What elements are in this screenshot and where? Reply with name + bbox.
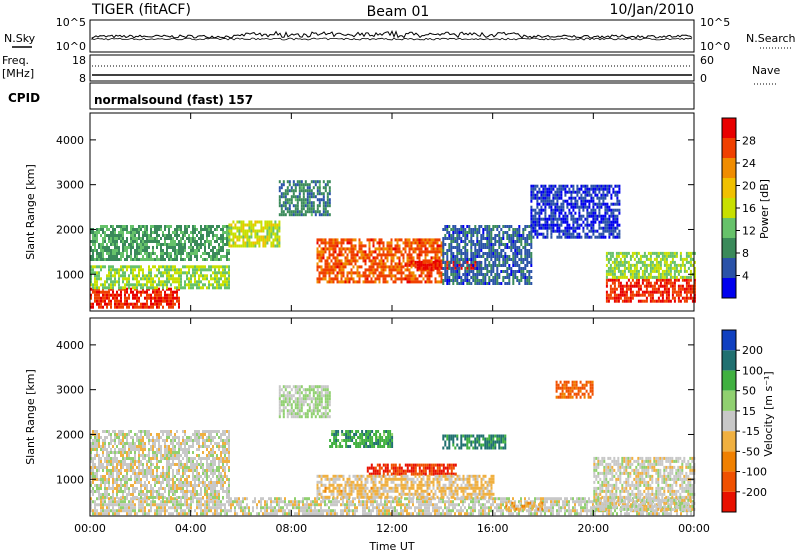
- power-colorbar-tick-label: 12: [742, 225, 756, 238]
- velocity-region-3: [329, 430, 394, 448]
- noise-search-trace: [91, 37, 693, 41]
- power-region-8: [530, 184, 621, 239]
- velocity-colorbar-swatch: [722, 431, 736, 452]
- noise-left-label: N.Sky: [4, 32, 36, 45]
- x-tick-label: 16:00: [477, 522, 509, 535]
- power-colorbar-tick-label: 16: [742, 202, 756, 215]
- noise-tick-right-bottom: 10^0: [700, 40, 730, 53]
- cpid-label: CPID: [8, 91, 40, 105]
- power-ytick-label: 3000: [56, 179, 84, 192]
- freq-label: Freq.: [2, 54, 29, 67]
- velocity-colorbar-swatch: [722, 410, 736, 432]
- velocity-colorbar-swatch: [722, 491, 736, 512]
- noise-right-label: N.Search: [746, 32, 796, 45]
- x-tick-label: 04:00: [175, 522, 207, 535]
- velocity-ytick-label: 1000: [56, 473, 84, 486]
- x-tick-label: 20:00: [577, 522, 609, 535]
- velocity-region-6: [442, 434, 507, 450]
- velocity-region-5: [316, 474, 495, 499]
- velocity-ytick-label: 2000: [56, 428, 84, 441]
- power-region-9: [605, 278, 696, 303]
- power-region-7: [442, 225, 533, 285]
- x-axis-label: Time UT: [368, 540, 414, 553]
- velocity-colorbar-swatch: [722, 370, 736, 391]
- power-region-2: [90, 225, 230, 261]
- nave-tick-bottom: 0: [700, 72, 707, 85]
- velocity-colorbar-label: Velocity [m s⁻¹]: [762, 371, 775, 456]
- velocity-ytick-label: 4000: [56, 339, 84, 352]
- power-region-3: [228, 220, 281, 248]
- velocity-region-9: [555, 380, 594, 399]
- power-colorbar-swatch: [722, 278, 736, 298]
- velocity-colorbar-tick-label: -100: [742, 466, 767, 479]
- power-ytick-label: 4000: [56, 134, 84, 147]
- velocity-colorbar-frame: [721, 329, 737, 513]
- freq-unit-label: [MHz]: [2, 67, 34, 80]
- noise-tick-left-top: 10^5: [56, 16, 86, 29]
- power-ylabel: Slant Range [km]: [24, 164, 37, 260]
- power-colorbar-swatch: [722, 218, 736, 238]
- x-tick-label: 00:00: [74, 522, 106, 535]
- velocity-colorbar-tick-label: 15: [742, 405, 756, 418]
- power-colorbar-swatch: [722, 198, 736, 218]
- date-title: 10/Jan/2010: [610, 2, 694, 18]
- velocity-region-7: [505, 501, 544, 511]
- power-region-0: [90, 287, 180, 309]
- x-tick-label: 00:00: [678, 522, 710, 535]
- velocity-colorbar-swatch: [722, 350, 736, 371]
- power-colorbar-tick-label: 4: [742, 270, 749, 283]
- velocity-colorbar-swatch: [722, 451, 736, 472]
- velocity-colorbar-swatch: [722, 330, 736, 351]
- power-colorbar-swatch: [722, 178, 736, 198]
- nave-label: Nave: [752, 64, 780, 77]
- power-ytick-label: 2000: [56, 223, 84, 236]
- velocity-panel: 00:00 04:00 08:00 12:00 16:00 20:00 00:00 1000 2…: [24, 317, 775, 535]
- velocity-region-1: [90, 430, 230, 499]
- noise-tick-left-bottom: 10^0: [56, 40, 86, 53]
- power-region-5: [316, 238, 443, 284]
- velocity-colorbar-tick-label: -15: [742, 425, 760, 438]
- velocity-colorbar-tick-label: 50: [742, 385, 756, 398]
- nave-tick-top: 60: [700, 54, 714, 67]
- power-colorbar-tick-label: 8: [742, 247, 749, 260]
- velocity-region-4: [366, 463, 457, 476]
- power-colorbar-swatch: [722, 238, 736, 258]
- power-colorbar-tick-label: 28: [742, 135, 756, 148]
- power-colorbar-label: Power [dB]: [758, 179, 771, 239]
- power-colorbar-tick-label: 20: [742, 180, 756, 193]
- radar-title: TIGER (fitACF): [91, 2, 191, 18]
- x-tick-label: 08:00: [275, 522, 307, 535]
- velocity-colorbar-tick-label: -50: [742, 445, 760, 458]
- noise-panel-frame: [89, 19, 695, 53]
- power-region-1: [90, 265, 230, 290]
- velocity-colorbar-tick-label: 200: [742, 344, 763, 357]
- x-tick-label: 12:00: [376, 522, 408, 535]
- velocity-region-2: [278, 385, 331, 419]
- velocity-colorbar-swatch: [722, 390, 736, 411]
- noise-tick-right-top: 10^5: [700, 16, 730, 29]
- power-region-4: [278, 180, 331, 217]
- power-colorbar-swatch: [722, 158, 736, 178]
- power-region-10: [605, 251, 696, 279]
- velocity-colorbar-tick-label: 100: [742, 364, 763, 377]
- velocity-region-8: [593, 456, 696, 511]
- power-colorbar-swatch: [722, 118, 736, 138]
- power-ytick-label: 1000: [56, 268, 84, 281]
- cpid-panel-frame: [89, 82, 695, 110]
- power-panel: 1000 2000 3000 4000 Slant Range [km] 4 8 12 16…: [24, 112, 771, 312]
- noise-sky-trace: [91, 30, 693, 39]
- beam-title: Beam 01: [367, 4, 430, 20]
- velocity-ylabel: Slant Range [km]: [24, 369, 37, 465]
- power-colorbar-swatch: [722, 138, 736, 158]
- velocity-ytick-label: 3000: [56, 384, 84, 397]
- freq-panel-frame: [89, 54, 695, 82]
- power-colorbar-swatch: [722, 258, 736, 278]
- velocity-colorbar-swatch: [722, 471, 736, 492]
- cpid-text: normalsound (fast) 157: [94, 93, 253, 107]
- velocity-colorbar-tick-label: -200: [742, 486, 767, 499]
- power-colorbar-tick-label: 24: [742, 157, 756, 170]
- freq-tick-top: 18: [72, 54, 86, 67]
- freq-tick-bottom: 8: [79, 72, 86, 85]
